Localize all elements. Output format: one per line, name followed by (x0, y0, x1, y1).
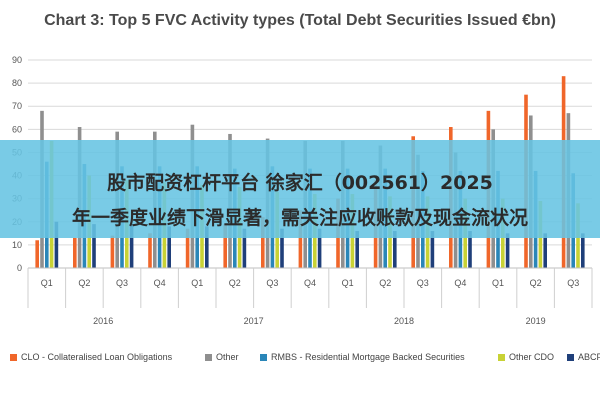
y-tick-label: 10 (12, 240, 22, 250)
bar-abcp (129, 224, 134, 268)
legend-swatch (567, 354, 574, 361)
legend-label: Other (216, 352, 239, 362)
x-tick-label: Q1 (191, 278, 203, 288)
x-tick-label: Q2 (379, 278, 391, 288)
y-tick-label: 60 (12, 124, 22, 134)
x-tick-label: Q2 (78, 278, 90, 288)
bar-clo (148, 233, 152, 268)
x-year-label: 2016 (93, 316, 113, 326)
bar-abcp (92, 224, 96, 268)
x-year-label: 2019 (526, 316, 546, 326)
legend-item: CLO - Collateralised Loan Obligations (10, 352, 172, 362)
bar-clo (261, 217, 265, 268)
legend-label: CLO - Collateralised Loan Obligations (21, 352, 173, 362)
x-tick-label: Q3 (116, 278, 128, 288)
x-tick-label: Q4 (154, 278, 166, 288)
legend-swatch (498, 354, 505, 361)
legend-swatch (260, 354, 267, 361)
bar-abcp (393, 231, 397, 268)
legend-item: ABCP (567, 352, 600, 362)
bar-abcp (280, 228, 284, 268)
bar-clo (73, 237, 77, 268)
x-tick-label: Q1 (342, 278, 354, 288)
chart-title: Chart 3: Top 5 FVC Activity types (Total… (44, 12, 556, 29)
x-tick-label: Q3 (567, 278, 579, 288)
legend-label: RMBS - Residential Mortgage Backed Secur… (271, 352, 465, 362)
bar-abcp (317, 228, 322, 268)
legend-swatch (10, 354, 17, 361)
y-tick-label: 80 (12, 78, 22, 88)
bar-abcp (543, 233, 547, 268)
bar-abcp (355, 231, 359, 268)
y-tick-label: 70 (12, 101, 22, 111)
y-tick-label: 90 (12, 55, 22, 65)
x-year-label: 2017 (244, 316, 264, 326)
x-tick-label: Q4 (454, 278, 466, 288)
bar-abcp (505, 233, 510, 268)
bar-clo (110, 235, 115, 268)
legend-label: ABCP (578, 352, 600, 362)
x-tick-label: Q2 (530, 278, 542, 288)
bar-clo (298, 210, 303, 268)
legend-item: RMBS - Residential Mortgage Backed Secur… (260, 352, 465, 362)
x-year-label: 2018 (394, 316, 414, 326)
chart-legend: CLO - Collateralised Loan Obligations Oth… (10, 352, 600, 368)
legend-label: Other CDO (509, 352, 555, 362)
legend-swatch (205, 354, 212, 361)
bar-abcp (54, 221, 59, 268)
bar-clo (223, 224, 227, 268)
bar-abcp (167, 226, 171, 268)
x-tick-label: Q4 (304, 278, 316, 288)
x-tick-label: Q1 (492, 278, 504, 288)
bar-abcp (468, 231, 472, 268)
x-tick-label: Q1 (41, 278, 53, 288)
x-tick-label: Q2 (229, 278, 241, 288)
overlay-headline-line2: 年一季度业绩下滑显著，需关注应收账款及现金流状况 (71, 207, 528, 229)
bar-abcp (205, 226, 209, 268)
bar-abcp (242, 228, 247, 268)
legend-item: Other CDO (498, 352, 554, 362)
overlay-headline-line1: 股市配资杠杆平台 徐家汇（002561）2025 (107, 172, 493, 194)
overlay-banner (0, 140, 600, 238)
x-tick-label: Q3 (266, 278, 278, 288)
y-tick-label: 0 (17, 263, 22, 273)
bar-abcp (430, 231, 435, 268)
bar-clo (35, 240, 39, 268)
bar-abcp (581, 233, 585, 268)
legend-item: Other (205, 352, 239, 362)
bar-clo (185, 228, 190, 268)
x-tick-label: Q3 (417, 278, 429, 288)
